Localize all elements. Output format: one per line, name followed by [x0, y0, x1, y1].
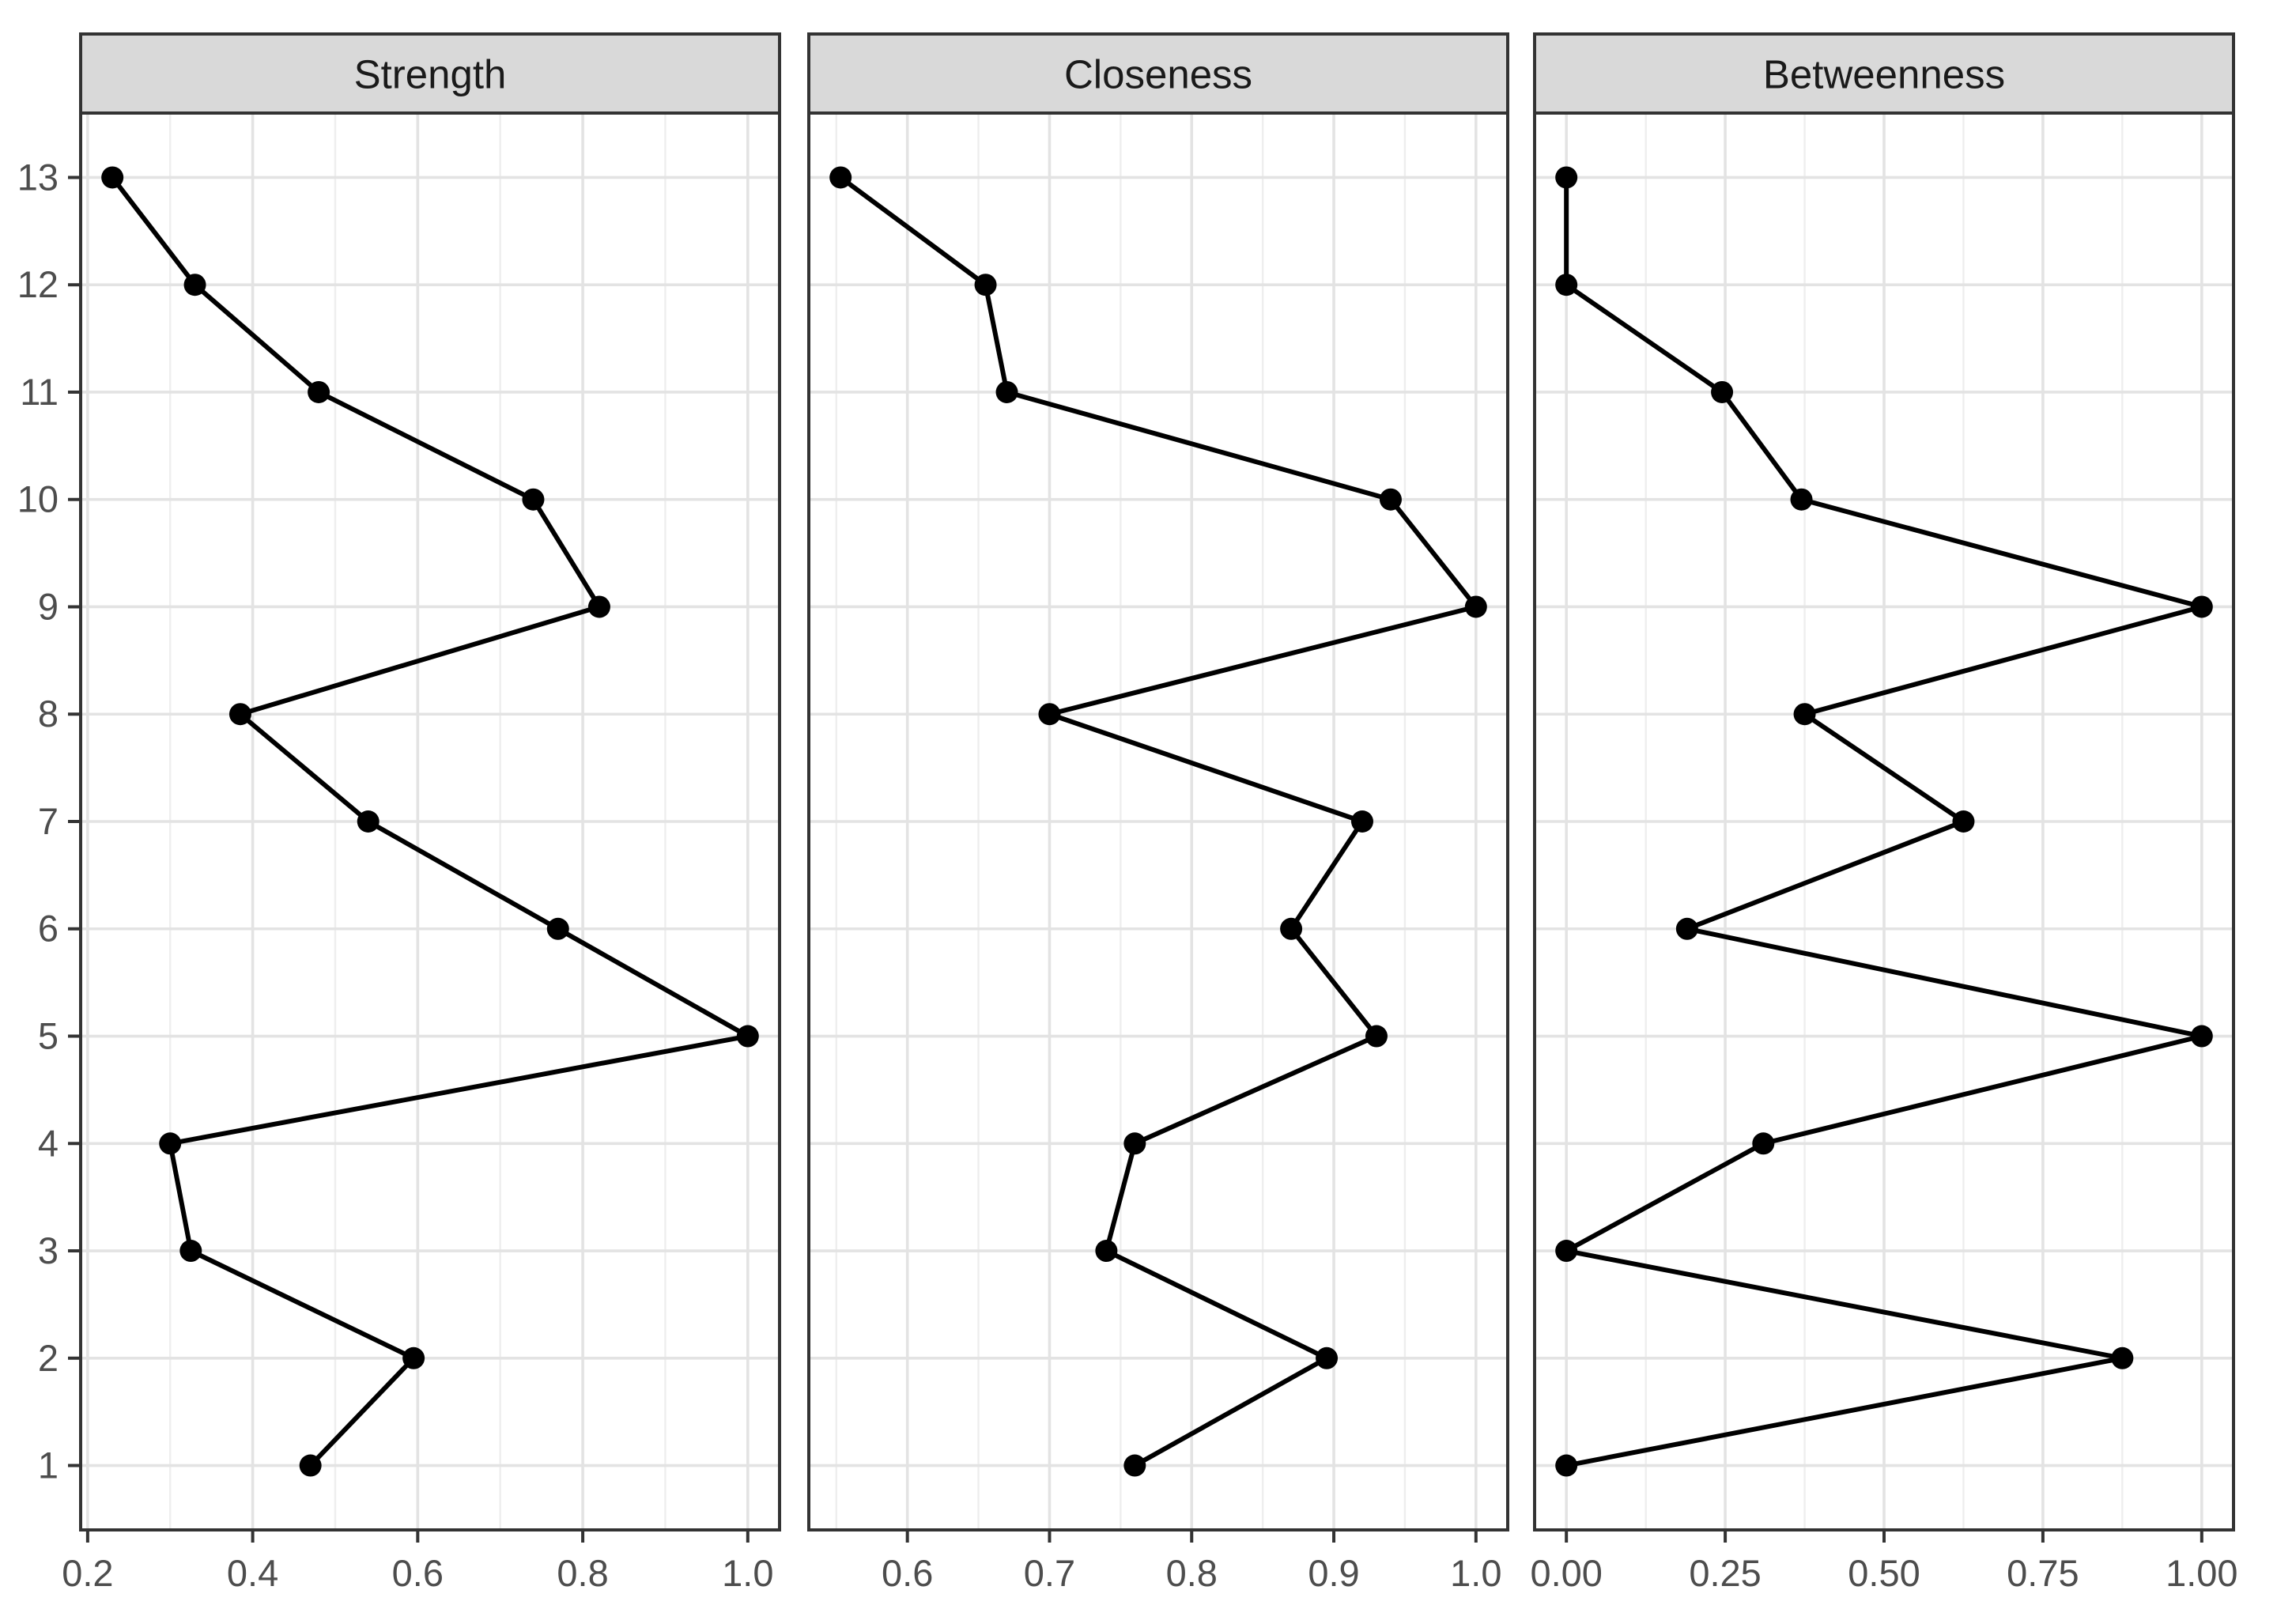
data-point: [101, 166, 124, 189]
data-point: [587, 595, 610, 618]
x-tick-label: 0.25: [1689, 1552, 1761, 1594]
data-point: [1038, 703, 1061, 726]
data-point: [2111, 1346, 2134, 1369]
data-point: [1316, 1346, 1339, 1369]
panel-closeness: Closeness 0.6 0.7 0.8 0.9 1.0: [807, 32, 1509, 1594]
facet-strip-title: Closeness: [1064, 51, 1252, 96]
y-tick-label: 5: [38, 1014, 59, 1056]
data-point: [829, 166, 852, 189]
data-point: [1365, 1025, 1388, 1048]
data-point: [1711, 380, 1734, 403]
x-tick-label: 0.2: [62, 1552, 113, 1594]
y-tick-label: 4: [38, 1122, 59, 1164]
data-point: [736, 1025, 759, 1048]
facet-strip-title: Betweenness: [1763, 51, 2005, 96]
data-point: [546, 917, 569, 940]
panel-betweenness: Betweenness 0.00 0.25 0.50 0.75 1.00: [1530, 32, 2238, 1594]
data-point: [1464, 595, 1487, 618]
x-tick-label: 0.7: [1024, 1552, 1075, 1594]
y-tick-label: 10: [17, 478, 59, 520]
data-point: [1952, 810, 1975, 833]
x-tick-label: 1.0: [722, 1552, 773, 1594]
x-tick-label: 0.9: [1308, 1552, 1359, 1594]
x-tick-label: 0.50: [1848, 1552, 1920, 1594]
data-point: [1095, 1240, 1118, 1263]
data-point: [179, 1240, 202, 1263]
data-point: [1379, 488, 1402, 511]
data-point: [1123, 1132, 1146, 1155]
data-point: [2190, 595, 2213, 618]
y-tick-label: 13: [17, 156, 59, 198]
y-tick-label: 7: [38, 800, 59, 842]
data-point: [974, 274, 997, 296]
data-point: [1555, 274, 1578, 296]
x-tick-label: 0.75: [2007, 1552, 2079, 1594]
data-point: [1350, 810, 1373, 833]
data-point: [1555, 1454, 1578, 1477]
data-point: [1123, 1454, 1146, 1477]
data-point: [1555, 1240, 1578, 1263]
data-point: [2190, 1025, 2213, 1048]
x-tick-label: 0.6: [392, 1552, 444, 1594]
data-point: [1675, 917, 1698, 940]
y-tick-label: 9: [38, 585, 59, 627]
x-tick-label: 0.6: [882, 1552, 933, 1594]
facet-strip: [807, 32, 1509, 115]
y-tick-label: 2: [38, 1337, 59, 1379]
facet-strip: [1533, 32, 2235, 115]
data-point: [402, 1346, 425, 1369]
data-point: [308, 380, 330, 403]
y-tick-label: 12: [17, 263, 59, 305]
facet-strip-title: Strength: [354, 51, 507, 96]
y-tick-label: 8: [38, 693, 59, 735]
data-point: [299, 1454, 322, 1477]
data-point: [1752, 1132, 1775, 1155]
x-tick-label: 0.8: [1166, 1552, 1218, 1594]
data-point: [183, 274, 206, 296]
data-point: [228, 703, 251, 726]
x-tick-label: 0.8: [557, 1552, 608, 1594]
data-point: [159, 1132, 182, 1155]
y-tick-label: 6: [38, 908, 59, 950]
x-tick-label: 0.00: [1530, 1552, 1602, 1594]
data-point: [1280, 917, 1303, 940]
x-tick-label: 1.0: [1450, 1552, 1501, 1594]
y-tick-label: 3: [38, 1229, 59, 1271]
data-point: [995, 380, 1018, 403]
x-tick-label: 1.00: [2166, 1552, 2237, 1594]
data-point: [357, 810, 380, 833]
y-tick-label: 1: [38, 1445, 59, 1486]
data-point: [1793, 703, 1816, 726]
data-point: [522, 488, 545, 511]
x-tick-label: 0.4: [227, 1552, 278, 1594]
facet-strip: [79, 32, 781, 115]
data-point: [1790, 488, 1813, 511]
y-tick-label: 11: [20, 371, 59, 413]
data-point: [1555, 166, 1578, 189]
